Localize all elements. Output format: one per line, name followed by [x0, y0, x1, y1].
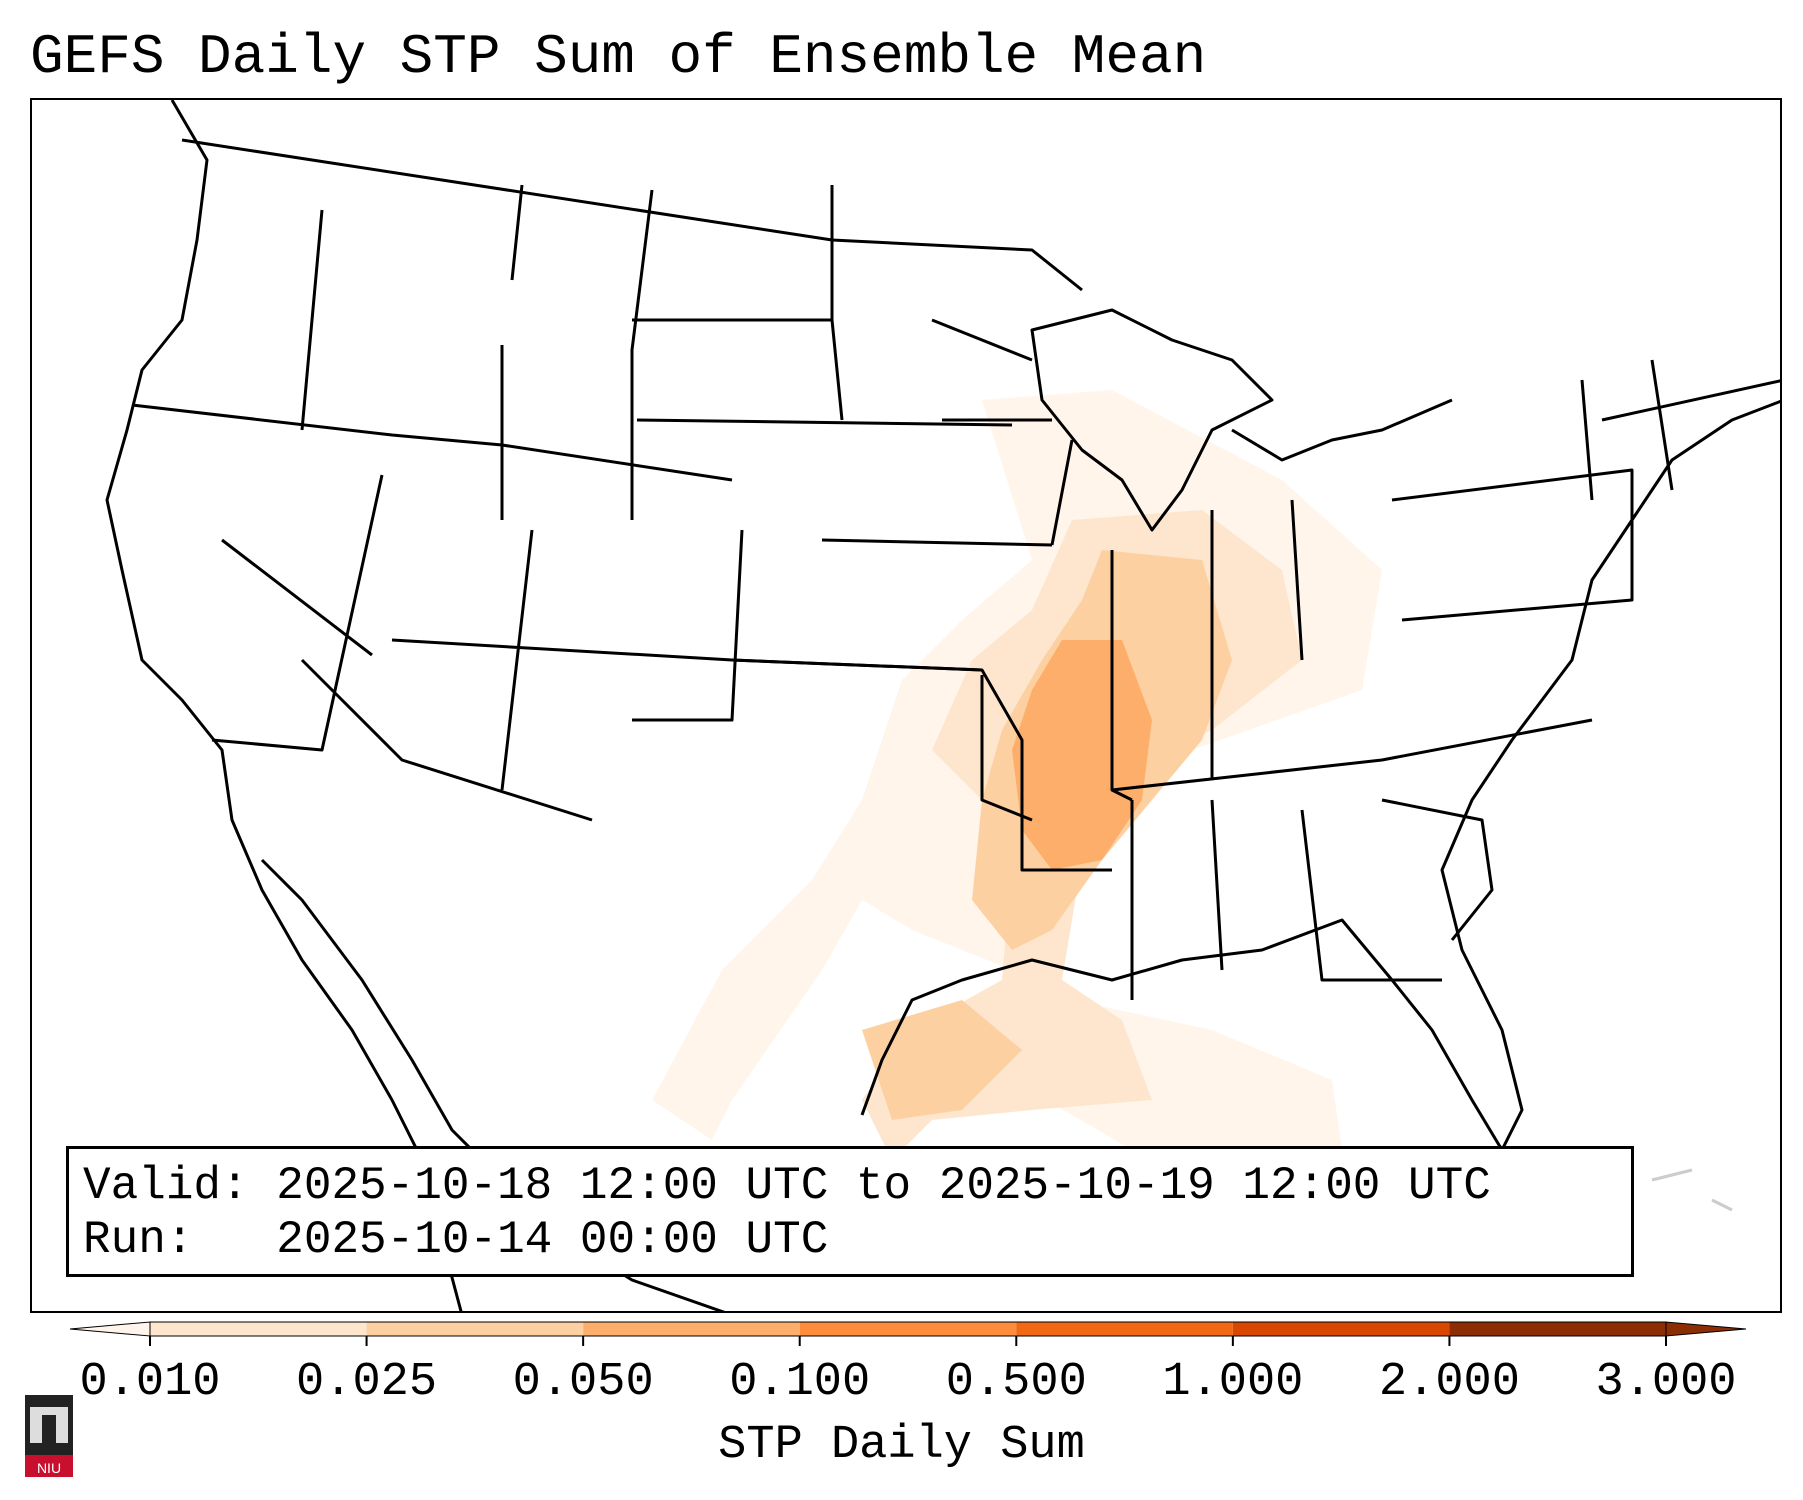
run-time-text: Run: 2025-10-14 00:00 UTC — [83, 1214, 829, 1266]
map-title: GEFS Daily STP Sum of Ensemble Mean — [30, 25, 1207, 89]
state-border-rockies — [391, 184, 983, 791]
map-panel — [30, 98, 1782, 1313]
colorbar-tick-label: 3.000 — [1595, 1356, 1737, 1409]
valid-time-text: Valid: 2025-10-18 12:00 UTC to 2025-10-1… — [83, 1160, 1491, 1212]
colorbar-segment — [1449, 1322, 1666, 1336]
colorbar-extend-high — [1665, 1321, 1747, 1337]
map-lines — [105, 100, 1780, 1311]
colorbar-segment — [1016, 1322, 1233, 1336]
colorbar-tick-label: 2.000 — [1378, 1356, 1520, 1409]
colorbar-border — [149, 1321, 1667, 1337]
colorbar-segment — [150, 1322, 367, 1336]
state-border-west — [131, 209, 733, 822]
state-border-canada — [181, 138, 1083, 292]
colorbar-tick-label: 0.025 — [296, 1356, 438, 1409]
colorbar-tick-label: 1.000 — [1162, 1356, 1304, 1409]
great-lakes — [1030, 308, 1453, 532]
colorbar-extend-low — [69, 1321, 151, 1337]
state-border-midwest — [931, 318, 1593, 802]
stp-map — [105, 100, 1780, 1311]
colorbar-tick-label: 0.100 — [729, 1356, 871, 1409]
colorbar-tick-label: 0.010 — [79, 1356, 221, 1409]
coastline-pacific — [105, 100, 463, 1311]
state-border-plains — [632, 185, 1112, 872]
colorbar-tick-label: 0.050 — [512, 1356, 654, 1409]
colorbar-segment — [799, 1322, 1017, 1336]
colorbar-segment — [366, 1322, 584, 1336]
logo-text: NIU — [37, 1460, 61, 1476]
stp-region-strong — [1012, 640, 1152, 870]
state-border-northeast — [1391, 359, 1780, 622]
colorbar — [69, 1321, 1747, 1346]
valid-time-box: Valid: 2025-10-18 12:00 UTC to 2025-10-1… — [66, 1146, 1634, 1277]
colorbar-label: STP Daily Sum — [718, 1419, 1085, 1472]
stp-shading — [652, 390, 1382, 1160]
stp-region-coast — [862, 1000, 1022, 1120]
state-border-southeast — [1130, 798, 1494, 1000]
colorbar-tick-label: 0.500 — [945, 1356, 1087, 1409]
colorbar-segment — [583, 1322, 800, 1336]
niu-building-logo: NIU — [25, 1395, 73, 1477]
colorbar-segment — [1232, 1322, 1450, 1336]
